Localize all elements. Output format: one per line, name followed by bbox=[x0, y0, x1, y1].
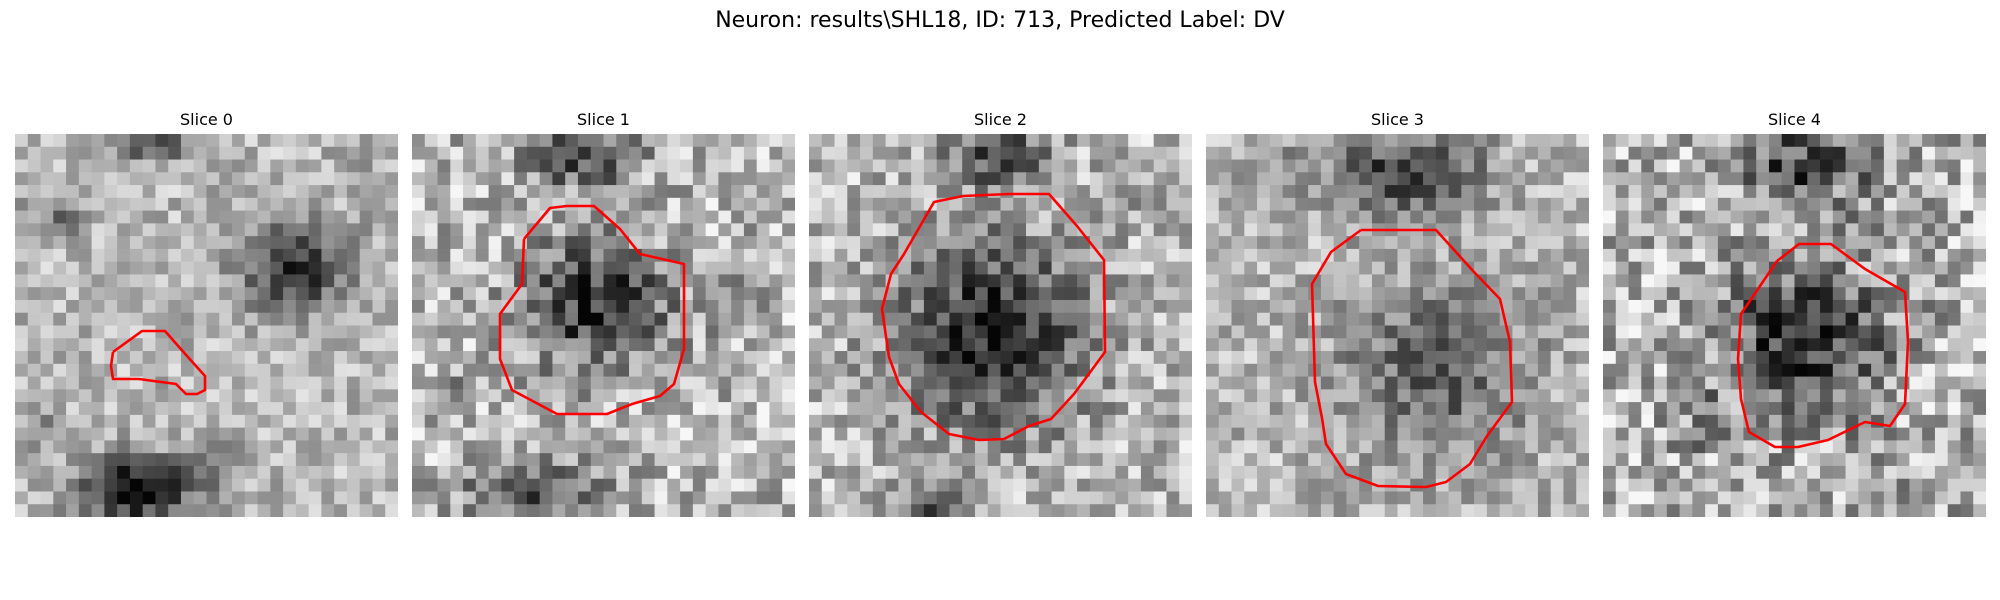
pixel-grid bbox=[1603, 134, 1986, 517]
slice-panel-4: Slice 4 bbox=[1603, 108, 1986, 517]
slice-panel-1: Slice 1 bbox=[412, 108, 795, 517]
segmentation-contour bbox=[1736, 242, 1910, 449]
slice-title: Slice 4 bbox=[1768, 110, 1821, 129]
pixel-grid bbox=[412, 134, 795, 517]
slice-panel-3: Slice 3 bbox=[1206, 108, 1589, 517]
figure-title: Neuron: results\SHL18, ID: 713, Predicte… bbox=[715, 8, 1285, 33]
slice-image-1 bbox=[412, 134, 795, 517]
segmentation-contour bbox=[1310, 228, 1514, 489]
slice-title: Slice 3 bbox=[1371, 110, 1424, 129]
pixel-grid bbox=[15, 134, 398, 517]
pixel-grid bbox=[809, 134, 1192, 517]
slice-panel-2: Slice 2 bbox=[809, 108, 1192, 517]
slice-title: Slice 0 bbox=[180, 110, 233, 129]
slice-image-4 bbox=[1603, 134, 1986, 517]
slice-title: Slice 2 bbox=[974, 110, 1027, 129]
slice-title: Slice 1 bbox=[577, 110, 630, 129]
slice-panel-0: Slice 0 bbox=[15, 108, 398, 517]
segmentation-contour bbox=[498, 204, 686, 416]
pixel-grid bbox=[1206, 134, 1589, 517]
segmentation-contour bbox=[109, 329, 207, 396]
slice-image-0 bbox=[15, 134, 398, 517]
slice-image-2 bbox=[809, 134, 1192, 517]
slice-image-3 bbox=[1206, 134, 1589, 517]
segmentation-contour bbox=[880, 192, 1107, 442]
